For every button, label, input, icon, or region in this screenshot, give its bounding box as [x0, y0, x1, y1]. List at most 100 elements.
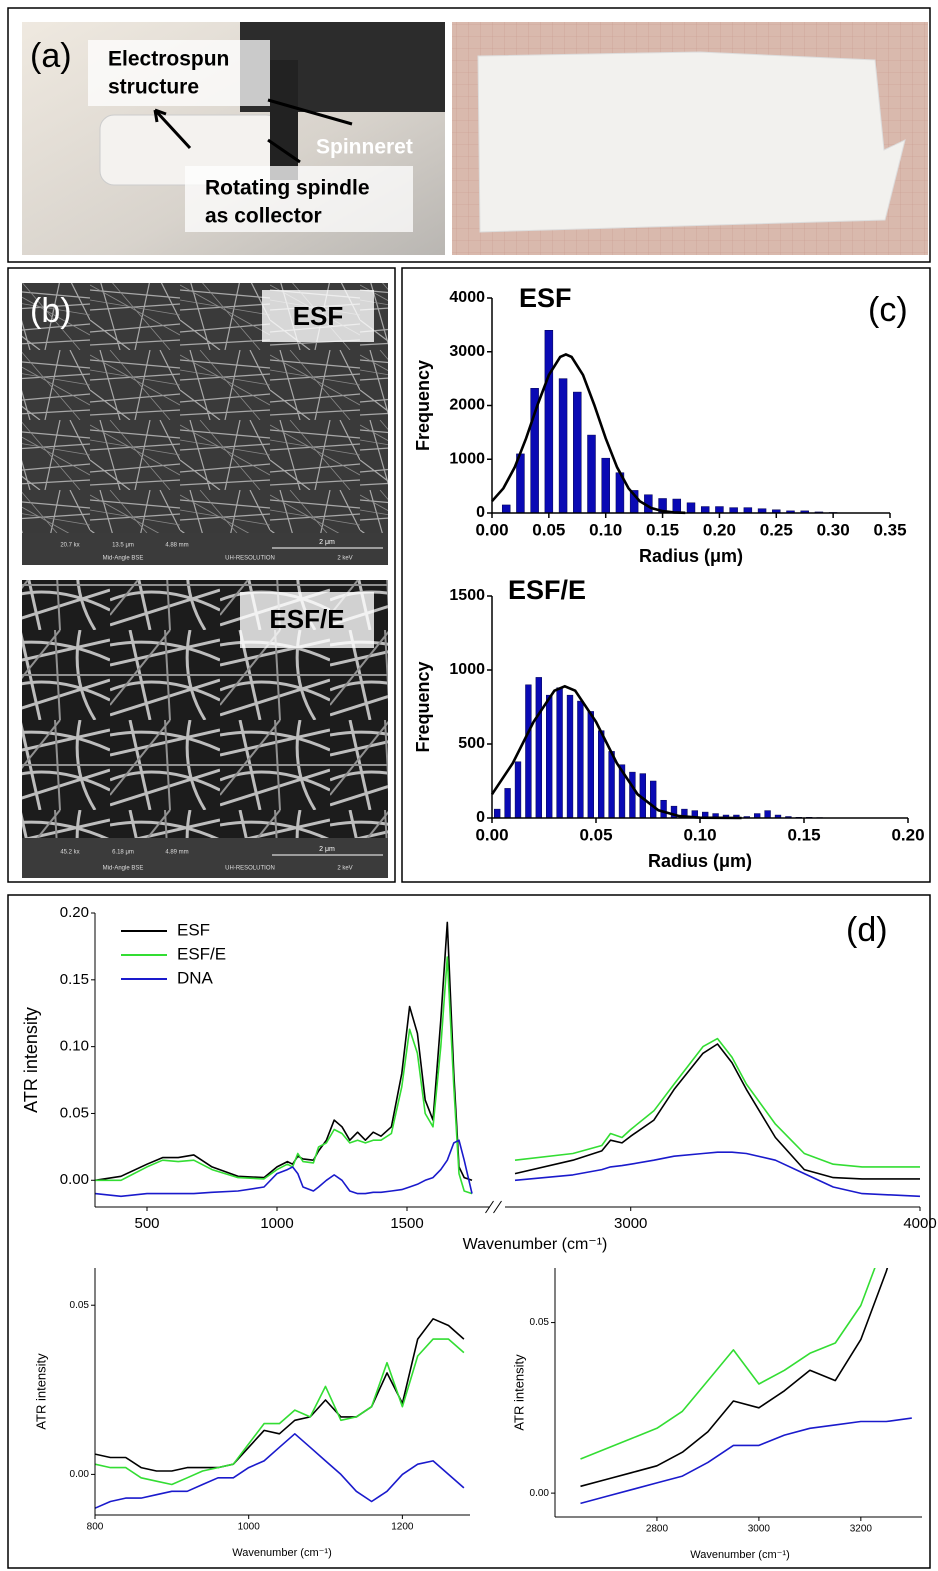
label-box: [88, 40, 270, 106]
legend-label: ESF: [177, 920, 210, 939]
legend-label: ESF/E: [177, 944, 226, 963]
y-tick-label: 0: [476, 809, 485, 826]
x-tick-label: 0.15: [646, 520, 679, 539]
bar: [672, 498, 682, 514]
y-tick-label: 0.00: [530, 1488, 550, 1499]
sem-info-text: 4.89 mm: [165, 850, 188, 856]
sem-info-text: 6.18 μm: [112, 850, 134, 856]
y-axis-label: ATR intensity: [21, 1007, 41, 1113]
x-axis-label: Radius (μm): [639, 546, 743, 566]
y-axis-label: Frequency: [413, 360, 433, 451]
arrow-head: [153, 108, 167, 123]
bar: [608, 751, 615, 819]
sem-info-text: 13.5 μm: [112, 543, 134, 549]
x-tick-label: 3000: [614, 1215, 647, 1232]
x-tick-label: 0.35: [873, 520, 906, 539]
x-tick-label: 4000: [903, 1215, 936, 1232]
chart-title: ESF/E: [508, 575, 586, 605]
chart-title: ESF: [519, 283, 572, 313]
x-tick-label: 0.20: [891, 825, 924, 844]
y-axis-label: ATR intensity: [33, 1353, 48, 1430]
bar: [587, 434, 596, 514]
y-tick-label: 0.00: [60, 1171, 89, 1188]
bar: [514, 761, 522, 819]
y-tick-label: 3000: [449, 343, 485, 360]
annotation: Rotating spindle: [205, 177, 370, 200]
y-tick-label: 0.05: [60, 1104, 89, 1121]
bar: [743, 507, 753, 514]
panel-frame: [7, 894, 931, 1569]
panel-frame: [7, 7, 931, 263]
bar: [764, 810, 771, 819]
sem-info-text: Mid-Angle BSE: [103, 866, 144, 872]
y-tick-label: 1000: [449, 450, 485, 467]
y-tick-label: 0: [476, 504, 485, 521]
label-box: [185, 166, 413, 232]
series-line: [95, 1433, 465, 1509]
x-tick-label: 3200: [850, 1524, 873, 1535]
sem-info: 20.7 kx 13.5 μm 4.88 mm Mid-Angle BSE UH-RES…: [60, 539, 383, 872]
sem-info-text: 45.2 kx: [60, 850, 79, 856]
x-tick-label: 3000: [748, 1524, 771, 1535]
x-axis-label: Wavenumber (cm⁻¹): [463, 1236, 608, 1253]
x-tick-label: 0.25: [760, 520, 793, 539]
bar: [544, 330, 554, 514]
y-axis-label: ATR intensity: [511, 1354, 526, 1431]
bar: [525, 684, 532, 819]
series-line: [514, 1151, 920, 1198]
annotation: as collector: [205, 205, 322, 228]
image-label: ESF/E: [269, 604, 344, 634]
series-line: [514, 1043, 920, 1180]
bar: [598, 730, 605, 819]
bar: [700, 506, 710, 514]
bar: [573, 391, 582, 514]
series-line: [580, 1268, 889, 1488]
fit-curve: [491, 352, 686, 515]
sem-info-text: 2 keV: [337, 866, 352, 872]
sem-info-text: UH-RESOLUTION: [225, 866, 275, 872]
panel-label: (c): [868, 291, 908, 329]
x-axis-label: Radius (μm): [648, 851, 752, 871]
bar: [501, 504, 511, 514]
bar: [629, 771, 636, 819]
sem-info-text: UH-RESOLUTION: [225, 556, 275, 562]
y-tick-label: 500: [458, 735, 485, 752]
sem-info-bar: [22, 533, 388, 565]
panel-frame: [401, 267, 931, 883]
label-box: [262, 290, 374, 342]
axis-line: [491, 596, 908, 819]
bar: [535, 677, 542, 819]
axis-break: [485, 1200, 502, 1214]
y-tick-label: 0.05: [70, 1300, 90, 1311]
panel-label: (b): [30, 292, 72, 330]
y-tick-label: 0.00: [70, 1469, 90, 1480]
bar: [601, 457, 610, 514]
x-axis-label: Wavenumber (cm⁻¹): [690, 1549, 790, 1561]
bar: [729, 507, 738, 514]
sem-info-text: 2 keV: [337, 556, 352, 562]
fit-curve: [490, 684, 742, 820]
legend-label: DNA: [177, 968, 214, 987]
x-tick-label: 0.10: [683, 825, 716, 844]
x-tick-label: 1000: [260, 1215, 293, 1232]
scale-label: 2 μm: [319, 539, 335, 546]
arrow: [153, 98, 353, 164]
x-tick-label: 800: [87, 1522, 104, 1533]
annotation: structure: [108, 76, 199, 99]
x-tick-label: 0.05: [532, 520, 565, 539]
x-tick-label: 0.10: [589, 520, 622, 539]
spinneret-shape: [270, 60, 298, 180]
series-line: [95, 921, 473, 1182]
x-tick-label: 0.00: [475, 520, 508, 539]
image-label: ESF: [293, 301, 344, 331]
x-tick-label: 500: [134, 1215, 159, 1232]
y-tick-label: 0.05: [530, 1317, 550, 1328]
annotation: Spinneret: [316, 136, 413, 159]
series-line: [580, 1268, 876, 1460]
y-tick-label: 0.20: [60, 904, 89, 921]
scale-label: 2 μm: [319, 846, 335, 853]
panel-frame: [7, 267, 396, 883]
bar: [650, 780, 657, 819]
x-tick-label: 1200: [391, 1522, 414, 1533]
